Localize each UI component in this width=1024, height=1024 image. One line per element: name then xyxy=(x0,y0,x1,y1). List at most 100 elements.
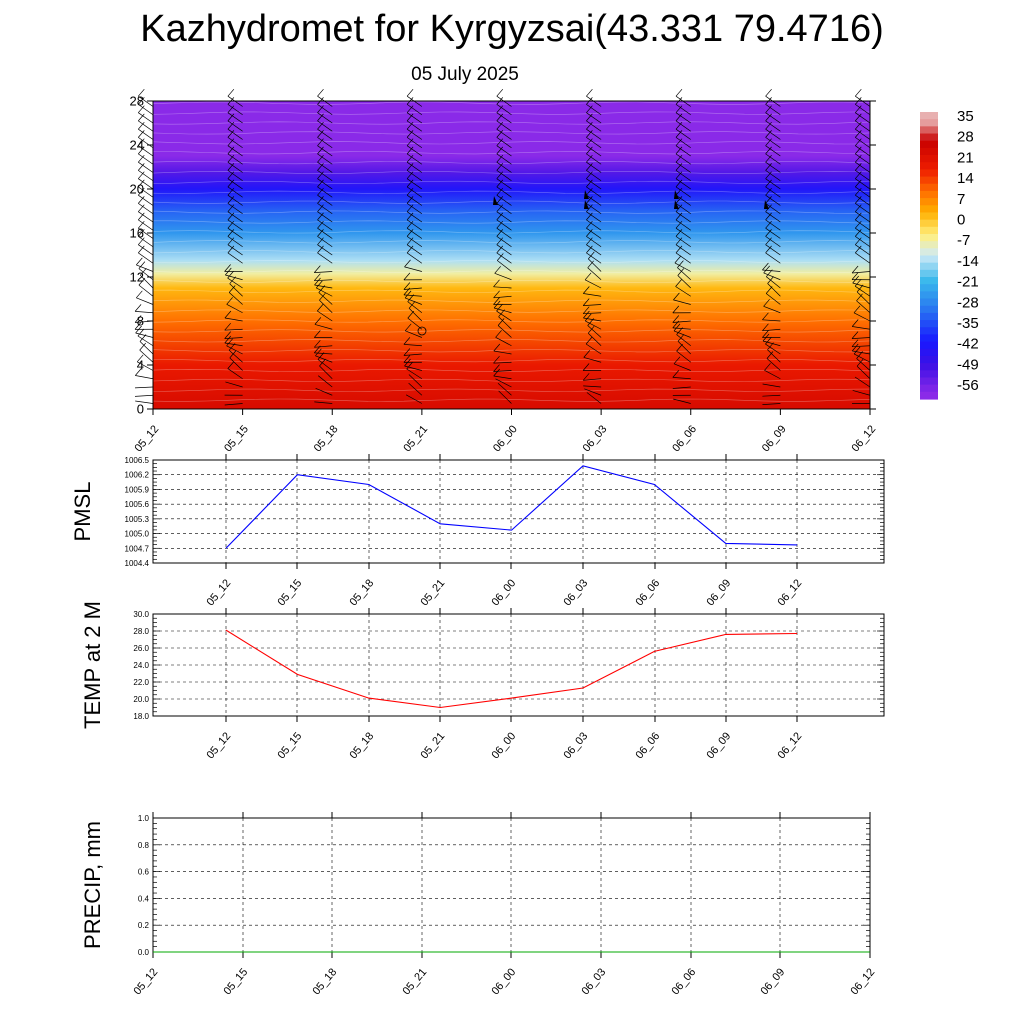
x-tick-label: 06_00 xyxy=(489,577,518,608)
x-tick-label: 05_21 xyxy=(418,730,447,761)
wind-pennant xyxy=(584,200,589,209)
x-tick-label: 05_15 xyxy=(275,730,304,761)
x-tick-label: 06_06 xyxy=(670,423,699,454)
colorbar-box xyxy=(920,212,938,221)
y-axis-label: PRECIP, mm xyxy=(80,821,105,949)
colorbar-box xyxy=(920,198,938,206)
colorbar-box xyxy=(920,233,938,242)
colorbar-box xyxy=(920,363,938,371)
x-tick-label: 06_03 xyxy=(579,966,608,997)
grid-lines xyxy=(153,614,884,716)
y-tick-label: 26.0 xyxy=(133,644,149,653)
colorbar-box xyxy=(920,348,938,357)
pmsl-panel: 1004.4 1004.7 1005.0 1005.3 1005.6 1005.9 1006… xyxy=(70,454,885,608)
x-tick-label: 05_18 xyxy=(310,966,339,997)
wind-pennant xyxy=(674,200,679,209)
y-tick-label: 1005.6 xyxy=(125,500,150,509)
colorbar-box xyxy=(920,334,938,343)
x-tick-label: 05_21 xyxy=(418,577,447,608)
y-tick-label: 20.0 xyxy=(133,695,149,704)
plot-frame xyxy=(152,817,871,953)
x-tick-label: 05_12 xyxy=(204,730,233,761)
y-tick-label: 22.0 xyxy=(133,678,149,687)
x-tick-label: 05_18 xyxy=(312,423,341,454)
x-tick-label: 06_09 xyxy=(760,423,789,454)
colorbar-box xyxy=(920,291,938,300)
colorbar-box xyxy=(920,320,938,328)
colorbar-box xyxy=(920,248,938,257)
colorbar-box xyxy=(920,255,938,264)
wind-pennant xyxy=(674,190,679,199)
x-tick-label: 06_00 xyxy=(489,730,518,761)
series-line xyxy=(225,629,798,709)
x-tick-label: 06_06 xyxy=(669,966,698,997)
x-tick-label: 05_21 xyxy=(401,423,430,454)
colorbar-box xyxy=(920,226,938,235)
colorbar-label: -56 xyxy=(957,377,979,394)
colorbar-label: -28 xyxy=(957,294,979,311)
colorbar-box xyxy=(920,183,938,192)
y-tick-label: 12 xyxy=(130,270,144,285)
colorbar-box xyxy=(920,262,938,271)
colorbar-box xyxy=(920,312,938,321)
wind-pennant xyxy=(764,200,769,209)
x-tick-label: 05_18 xyxy=(347,577,376,608)
colorbar-box xyxy=(920,112,938,120)
colorbar-box xyxy=(920,176,938,185)
colorbar-box xyxy=(920,384,938,393)
x-tick-label: 05_18 xyxy=(347,730,376,761)
chart-title: Kazhydromet for Kyrgyzsai(43.331 79.4716… xyxy=(140,8,884,50)
colorbar-label: -49 xyxy=(957,356,979,373)
y-tick-label: 0.4 xyxy=(138,894,150,903)
x-tick-label: 06_12 xyxy=(848,966,877,997)
x-tick-label: 05_15 xyxy=(275,577,304,608)
y-tick-label: 1005.3 xyxy=(125,515,150,524)
y-tick-label: 0 xyxy=(137,402,144,417)
calm-wind-marker xyxy=(417,326,427,336)
colorbar-label: -21 xyxy=(957,274,979,291)
colorbar-label: 0 xyxy=(957,212,965,229)
colorbar-box xyxy=(920,391,938,400)
chart-date: 05 July 2025 xyxy=(411,64,519,85)
colorbar-label: 14 xyxy=(957,170,974,187)
colorbar-box xyxy=(920,155,938,163)
x-tick-label: 06_09 xyxy=(704,730,733,761)
y-tick-label: 1006.5 xyxy=(125,456,150,465)
grid-lines xyxy=(153,460,884,563)
x-tick-label: 05_12 xyxy=(132,423,161,454)
x-tick-label: 06_00 xyxy=(489,966,518,997)
colorbar-box xyxy=(920,241,938,249)
colorbar-box xyxy=(920,147,938,156)
y-axis-label: TEMP at 2 M xyxy=(80,601,105,729)
colorbar-box xyxy=(920,284,938,292)
x-tick-label: 06_00 xyxy=(491,423,520,454)
y-tick-label: 20 xyxy=(130,182,144,197)
x-tick-label: 06_06 xyxy=(633,577,662,608)
wind-barbs xyxy=(134,88,871,406)
colorbar-box xyxy=(920,126,938,135)
colorbar-label: 7 xyxy=(957,191,965,208)
series-line xyxy=(225,465,798,549)
temperature-section-panel: 0 4 8 12 16 20 24 28 05_12 05_15 05_18 05_21 06_00 06… xyxy=(130,88,878,454)
colorbar-label: -7 xyxy=(957,232,970,249)
x-tick-label: 05_15 xyxy=(222,423,251,454)
y-axis-label: PMSL xyxy=(70,482,95,542)
colorbar-box xyxy=(920,327,938,336)
colorbar-box xyxy=(920,133,938,142)
y-tick-label: 1005.9 xyxy=(125,485,150,494)
colorbar-box xyxy=(920,305,938,314)
y-tick-label: 18.0 xyxy=(133,712,149,721)
y-tick-label: 0.6 xyxy=(138,868,150,877)
colorbar-label: 28 xyxy=(957,129,974,146)
colorbar-box xyxy=(920,269,938,278)
colorbar-box xyxy=(920,219,938,228)
colorbar-box xyxy=(920,140,938,149)
y-tick-label: 1.0 xyxy=(138,814,150,823)
contour-lines xyxy=(152,101,871,402)
y-tick-label: 8 xyxy=(137,314,144,329)
colorbar-label: -14 xyxy=(957,253,979,270)
x-tick-label: 05_12 xyxy=(131,966,160,997)
wind-pennant xyxy=(584,190,589,199)
colorbar-box xyxy=(920,169,938,178)
